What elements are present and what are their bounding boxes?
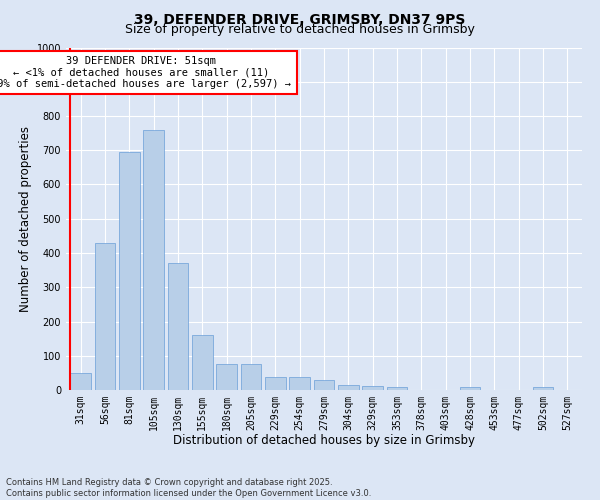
Y-axis label: Number of detached properties: Number of detached properties	[19, 126, 32, 312]
Bar	[362, 386, 383, 390]
Bar	[314, 380, 334, 390]
Bar	[338, 385, 359, 390]
Text: Contains HM Land Registry data © Crown copyright and database right 2025.
Contai: Contains HM Land Registry data © Crown c…	[6, 478, 371, 498]
Bar	[241, 364, 262, 390]
X-axis label: Distribution of detached houses by size in Grimsby: Distribution of detached houses by size …	[173, 434, 475, 448]
Bar	[386, 386, 407, 390]
Bar	[289, 377, 310, 390]
Bar	[143, 130, 164, 390]
Bar	[216, 364, 237, 390]
Text: 39, DEFENDER DRIVE, GRIMSBY, DN37 9PS: 39, DEFENDER DRIVE, GRIMSBY, DN37 9PS	[134, 12, 466, 26]
Bar	[533, 388, 553, 390]
Bar	[167, 264, 188, 390]
Bar	[192, 335, 212, 390]
Text: Size of property relative to detached houses in Grimsby: Size of property relative to detached ho…	[125, 24, 475, 36]
Bar	[95, 242, 115, 390]
Bar	[265, 377, 286, 390]
Bar	[460, 388, 481, 390]
Bar	[70, 373, 91, 390]
Text: 39 DEFENDER DRIVE: 51sqm
← <1% of detached houses are smaller (11)
99% of semi-d: 39 DEFENDER DRIVE: 51sqm ← <1% of detach…	[0, 56, 292, 90]
Bar	[119, 152, 140, 390]
